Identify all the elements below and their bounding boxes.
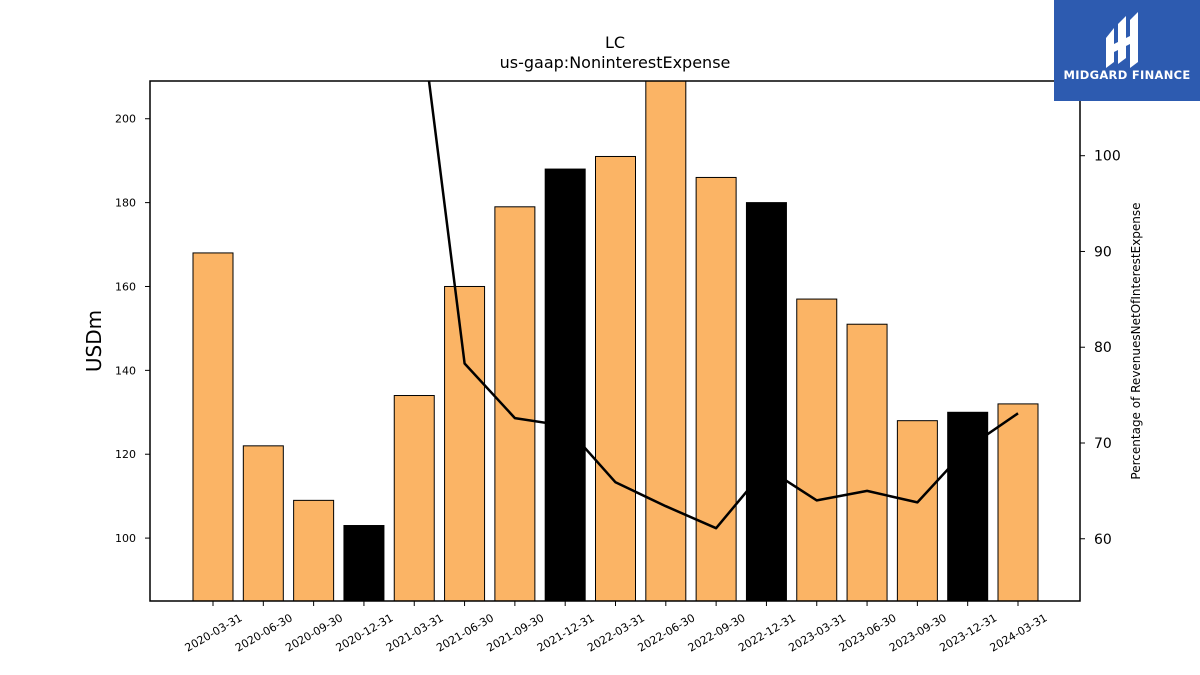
- bar-2022-03-31: [595, 155, 636, 601]
- bar-2022-06-30: [645, 81, 687, 601]
- bar-2023-06-30: [846, 323, 888, 601]
- bar-2021-03-31: [393, 395, 435, 601]
- y-axis-label: USDm: [82, 310, 106, 372]
- chart-title: LC: [605, 33, 625, 52]
- midgard-finance-logo: MIDGARD FINANCE: [1054, 0, 1200, 101]
- bar-2022-12-31: [745, 202, 787, 601]
- bars-layer: [192, 81, 1039, 601]
- logo-text: MIDGARD FINANCE: [1063, 68, 1191, 82]
- y2-tick-label: 60: [1094, 532, 1112, 548]
- y2-tick-label: 80: [1094, 340, 1112, 356]
- line-layer: [427, 81, 1019, 530]
- y-tick-label: 140: [115, 364, 136, 377]
- bar-2021-12-31: [544, 168, 586, 601]
- bar-2020-12-31: [343, 525, 385, 601]
- y2-axis-label: Percentage of RevenuesNetOfInterestExpen…: [1129, 202, 1143, 479]
- logo-mark-icon: [1106, 12, 1138, 68]
- bar-2023-03-31: [796, 298, 838, 601]
- y-tick-label: 200: [115, 113, 136, 126]
- y2-tick-label: 100: [1094, 149, 1121, 165]
- bar-2022-09-30: [695, 176, 737, 601]
- bar-2020-06-30: [242, 445, 284, 601]
- x-tick-label: 2024-03-31: [988, 611, 1050, 654]
- bar-2021-06-30: [444, 285, 486, 601]
- y-tick-label: 100: [115, 532, 136, 545]
- bar-2024-03-31: [997, 403, 1039, 601]
- bar-2020-09-30: [293, 499, 335, 601]
- y-tick-label: 180: [115, 197, 136, 210]
- bar-2020-03-31: [192, 252, 234, 601]
- bar-2023-09-30: [896, 420, 938, 601]
- y2-tick-label: 90: [1094, 244, 1112, 260]
- y-tick-label: 160: [115, 280, 136, 293]
- bar-2023-12-31: [947, 411, 989, 601]
- y2-tick-label: 70: [1094, 436, 1112, 452]
- y-tick-label: 120: [115, 448, 136, 461]
- ratio-line: [427, 81, 1019, 530]
- chart-subtitle: us-gaap:NoninterestExpense: [500, 53, 731, 72]
